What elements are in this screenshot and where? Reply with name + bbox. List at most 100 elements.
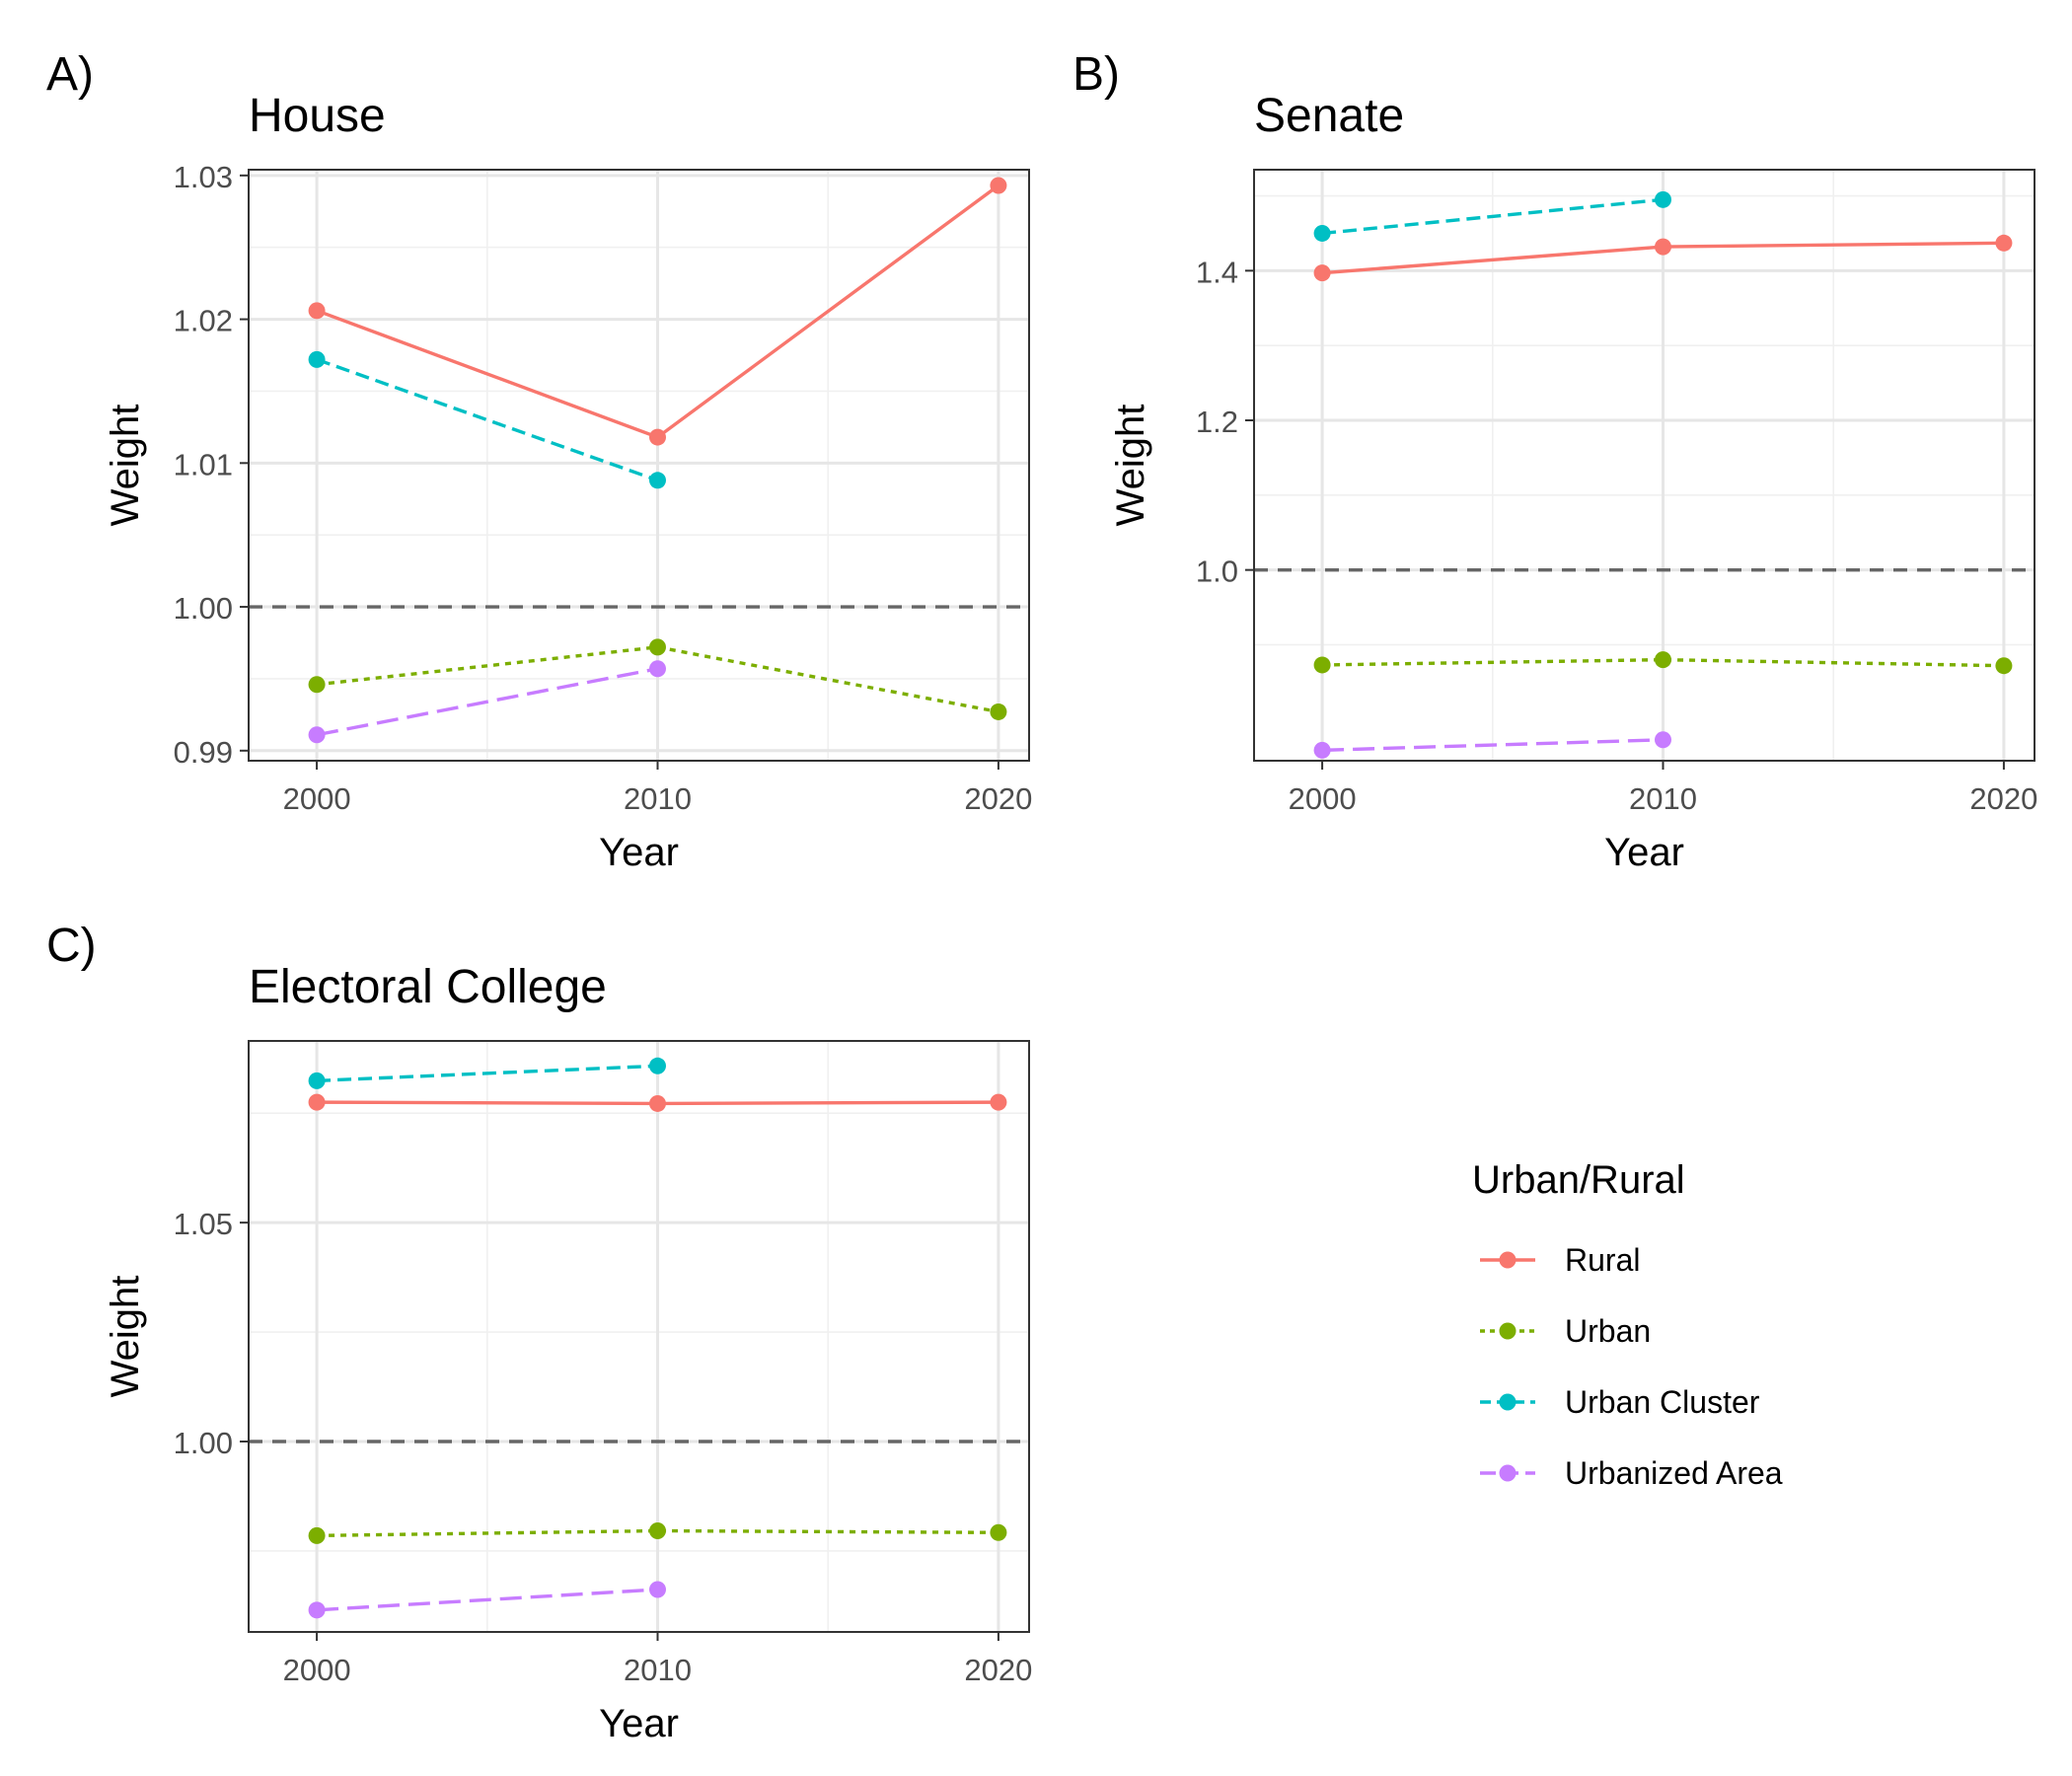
legend-entry-urbanized-area: Urbanized Area [1480,1455,1783,1491]
data-point-urban [308,676,326,694]
data-point-urbanized-area [308,726,326,744]
series-rural [308,177,1007,446]
y-tick-label: 1.4 [1196,255,1238,289]
plot-background [249,1041,1029,1632]
panel-title: Senate [1254,90,1404,142]
panel-label: C) [46,920,97,972]
data-point-rural [1995,234,2013,252]
y-tick-label: 1.05 [174,1207,233,1241]
data-point-rural [648,428,666,446]
panels: 0.99 1.00 1.01 1.02 1.03 2000 2010 2020 Year Weig… [46,48,2037,1745]
series-urban [308,638,1007,720]
x-tick-label: 2000 [283,781,351,816]
panel-electoral-college: 1.00 1.05 2000 2010 2020 Year Weight Electoral … [46,920,1032,1745]
plot-border [248,1040,1030,1633]
y-tick-label: 1.2 [1196,405,1238,439]
data-point-urban-cluster [648,1057,666,1074]
x-tick-label: 2000 [1289,781,1357,816]
x-tick-label: 2010 [624,781,692,816]
data-point-urban-cluster [308,1072,326,1089]
series-line-urban-cluster [317,1064,658,1083]
y-tick-label: 1.01 [174,447,233,481]
series-urbanized-area [1313,731,1671,759]
legend-entry-rural: Rural [1480,1242,1640,1278]
series-line-urban-cluster [1321,197,1664,236]
data-point-urban [990,703,1007,720]
legend-entry-urban-cluster: Urban Cluster [1480,1384,1760,1420]
data-point-rural [1654,238,1671,256]
data-point-rural [308,1093,326,1111]
data-point-rural [308,302,326,320]
data-point-urban [308,1526,326,1544]
data-point-urbanized-area [1654,731,1671,749]
data-point-urban [648,638,666,656]
series-line-urbanized-area [1322,738,1664,753]
series-line-urbanized-area [316,667,658,737]
data-point-urbanized-area [308,1601,326,1619]
series-rural [308,1093,1007,1112]
panel-senate: 1.0 1.2 1.4 2000 2010 2020 Year Weight Senate B) [1073,48,2037,874]
series-line-urbanized-area [316,1588,658,1612]
data-point-rural [990,177,1007,194]
legend-entry-urban: Urban [1480,1313,1651,1349]
data-point-urban-cluster [648,472,666,489]
data-point-urbanized-area [648,660,666,678]
y-tick-label: 1.02 [174,304,233,338]
legend-title: Urban/Rural [1472,1158,1685,1202]
data-point-urban-cluster [308,350,326,368]
x-axis-title: Year [1604,831,1684,874]
legend-key-point [1499,1251,1517,1269]
series-urbanized-area [308,1581,666,1619]
series-urban-cluster [1313,190,1671,242]
legend-label: Urban [1565,1313,1651,1349]
data-point-rural [990,1093,1007,1111]
x-tick-label: 2000 [283,1653,351,1687]
series-urban [1313,651,2013,675]
data-point-rural [648,1094,666,1112]
plot-border [248,169,1030,762]
legend-label: Urban Cluster [1565,1384,1760,1420]
legend-key-point [1499,1393,1517,1411]
y-tick-label: 1.00 [174,1426,233,1460]
plot-background [249,170,1029,761]
x-tick-label: 2020 [1969,781,2037,816]
series-urban-cluster [308,350,666,489]
data-point-urban [1995,657,2013,675]
data-point-urbanized-area [1313,741,1331,759]
x-axis-title: Year [599,1702,679,1745]
legend-key-point [1499,1322,1517,1340]
plot-border [1253,169,2035,762]
data-point-urban [1654,651,1671,669]
panel-house: 0.99 1.00 1.01 1.02 1.03 2000 2010 2020 Year Weig… [46,48,1032,874]
panel-title: House [249,90,386,142]
y-tick-label: 1.00 [174,591,233,626]
x-tick-label: 2020 [964,781,1032,816]
x-axis-title: Year [599,831,679,874]
y-tick-label: 1.03 [174,160,233,194]
y-axis-title: Weight [104,1276,147,1398]
y-axis-title: Weight [1109,405,1152,527]
legend-key-point [1499,1464,1517,1482]
legend-entries: Rural Urban Urban Cluster Urbanized Area [1480,1242,1783,1491]
series-line-urban [316,645,999,714]
series-line-urban-cluster [316,357,659,482]
data-point-urbanized-area [648,1581,666,1598]
data-point-urban-cluster [1313,224,1331,242]
data-point-rural [1313,264,1331,282]
y-tick-label: 0.99 [174,735,233,770]
data-point-urban [990,1523,1007,1541]
data-point-urban [1313,656,1331,674]
legend-label: Rural [1565,1242,1640,1278]
legend-label: Urbanized Area [1565,1455,1783,1491]
legend: Urban/Rural Rural Urban Urban Cluster Urban… [1472,1158,1783,1491]
y-axis-title: Weight [104,405,147,527]
series-urbanized-area [308,660,666,744]
panel-label: A) [46,48,94,101]
x-tick-label: 2010 [1629,781,1697,816]
data-point-urban [648,1522,666,1540]
series-urban-cluster [308,1057,666,1089]
panel-title: Electoral College [249,961,607,1013]
x-tick-label: 2020 [964,1653,1032,1687]
series-urban [308,1522,1007,1544]
